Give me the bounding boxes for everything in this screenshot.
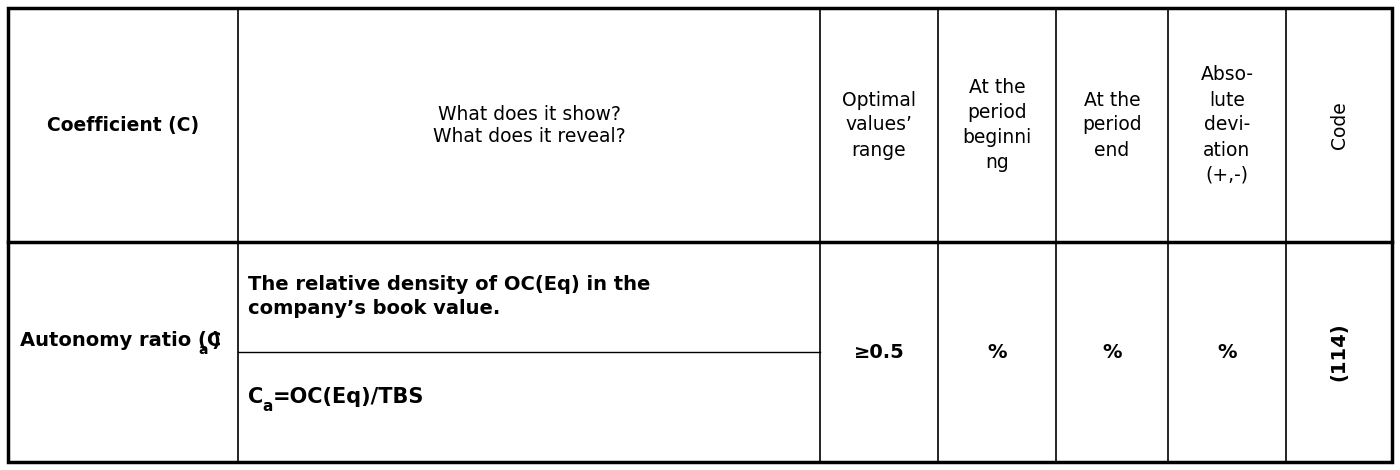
Text: ≥0.5: ≥0.5	[854, 343, 904, 361]
Text: Optimal
values’
range: Optimal values’ range	[841, 91, 916, 159]
Text: a: a	[262, 399, 273, 414]
Text: At the
period
beginni
ng: At the period beginni ng	[962, 78, 1032, 172]
Text: %: %	[1217, 343, 1236, 361]
Text: (114): (114)	[1330, 323, 1348, 381]
Text: What does it show?: What does it show?	[438, 105, 620, 125]
Text: C: C	[248, 387, 263, 407]
Text: %: %	[1102, 343, 1121, 361]
Text: Autonomy ratio (C: Autonomy ratio (C	[20, 331, 221, 350]
Text: a: a	[197, 343, 207, 357]
Text: company’s book value.: company’s book value.	[248, 299, 500, 319]
Text: The relative density of OC(Eq) in the: The relative density of OC(Eq) in the	[248, 275, 651, 295]
Text: %: %	[987, 343, 1007, 361]
Text: What does it reveal?: What does it reveal?	[433, 127, 626, 147]
Text: =OC(Eq)/TBS: =OC(Eq)/TBS	[273, 387, 424, 407]
Text: At the
period
end: At the period end	[1082, 91, 1142, 159]
Text: Abso-
lute
devi-
ation
(+,-): Abso- lute devi- ation (+,-)	[1201, 65, 1253, 185]
Text: ): )	[211, 331, 220, 350]
Text: Code: Code	[1330, 101, 1348, 149]
Text: Coefficient (C): Coefficient (C)	[48, 116, 199, 134]
